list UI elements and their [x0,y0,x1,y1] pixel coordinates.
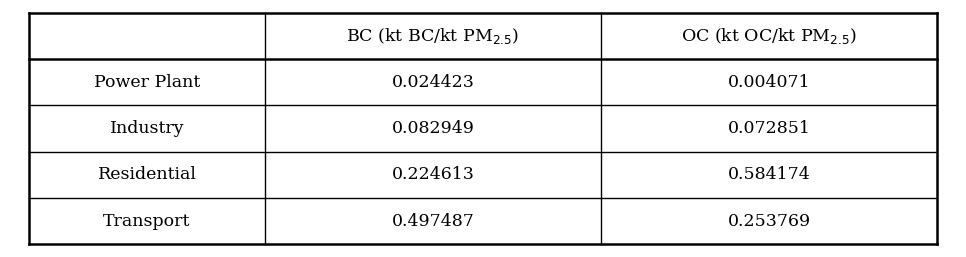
Text: 0.082949: 0.082949 [391,120,474,137]
Text: Power Plant: Power Plant [94,74,200,91]
Text: 0.253769: 0.253769 [727,213,810,230]
Text: 0.224613: 0.224613 [391,166,474,183]
Text: 0.024423: 0.024423 [391,74,474,91]
Text: Transport: Transport [103,213,190,230]
Text: 0.584174: 0.584174 [727,166,810,183]
Text: Residential: Residential [98,166,196,183]
Text: OC (kt OC/kt PM$_{2.5}$): OC (kt OC/kt PM$_{2.5}$) [681,26,857,46]
Text: 0.004071: 0.004071 [727,74,810,91]
Text: Industry: Industry [110,120,185,137]
Text: 0.497487: 0.497487 [391,213,474,230]
Text: BC (kt BC/kt PM$_{2.5}$): BC (kt BC/kt PM$_{2.5}$) [347,26,520,46]
Text: 0.072851: 0.072851 [727,120,810,137]
